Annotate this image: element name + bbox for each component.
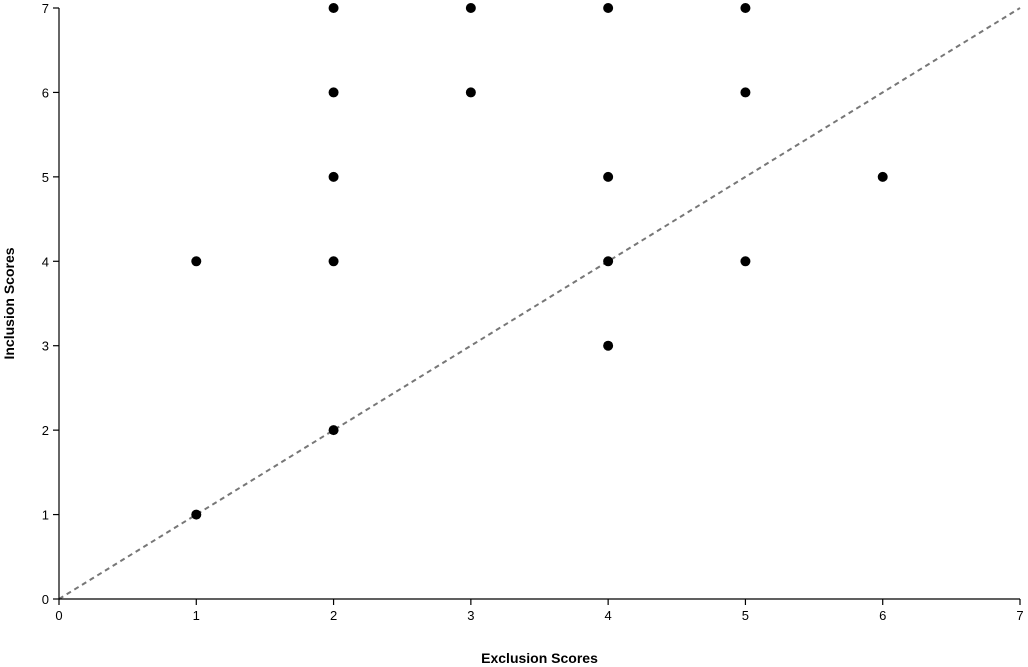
y-tick-label: 3 — [42, 339, 49, 354]
x-tick-label: 0 — [55, 608, 62, 623]
y-tick-label: 0 — [42, 592, 49, 607]
data-point — [877, 171, 888, 182]
y-tick-label: 6 — [42, 85, 49, 100]
data-point — [328, 425, 339, 436]
x-tick-label: 4 — [605, 608, 612, 623]
data-point — [465, 3, 476, 13]
x-tick-label: 7 — [1016, 608, 1023, 623]
data-point — [328, 3, 339, 13]
y-tick-label: 7 — [42, 1, 49, 16]
data-point — [603, 256, 614, 267]
data-point — [328, 87, 339, 98]
identity-reference-line — [58, 7, 1021, 600]
data-point — [465, 87, 476, 98]
data-point — [603, 3, 614, 13]
data-point — [191, 509, 202, 520]
y-tick-label: 1 — [42, 508, 49, 523]
data-point — [740, 256, 751, 267]
x-axis-ticks: 0 1 2 3 4 5 6 7 — [55, 599, 1024, 623]
data-point — [740, 87, 751, 98]
reference-line-layer — [58, 7, 1021, 600]
axes-layer — [58, 8, 1020, 600]
y-axis-ticks: 0 1 2 3 4 5 6 7 — [42, 1, 59, 607]
data-point — [328, 256, 339, 267]
y-tick-label: 2 — [42, 423, 49, 438]
x-axis-title: Exclusion Scores — [481, 650, 598, 666]
x-tick-label: 5 — [742, 608, 749, 623]
x-tick-label: 6 — [879, 608, 886, 623]
y-tick-label: 5 — [42, 170, 49, 185]
x-tick-label: 2 — [330, 608, 337, 623]
data-point — [603, 340, 614, 351]
data-point — [740, 3, 751, 13]
data-point — [603, 171, 614, 182]
y-axis-title: Inclusion Scores — [1, 247, 17, 359]
data-points — [191, 3, 888, 520]
y-tick-label: 4 — [42, 254, 49, 269]
x-tick-label: 3 — [467, 608, 474, 623]
data-point — [328, 171, 339, 182]
data-point — [191, 256, 202, 267]
x-tick-label: 1 — [193, 608, 200, 623]
